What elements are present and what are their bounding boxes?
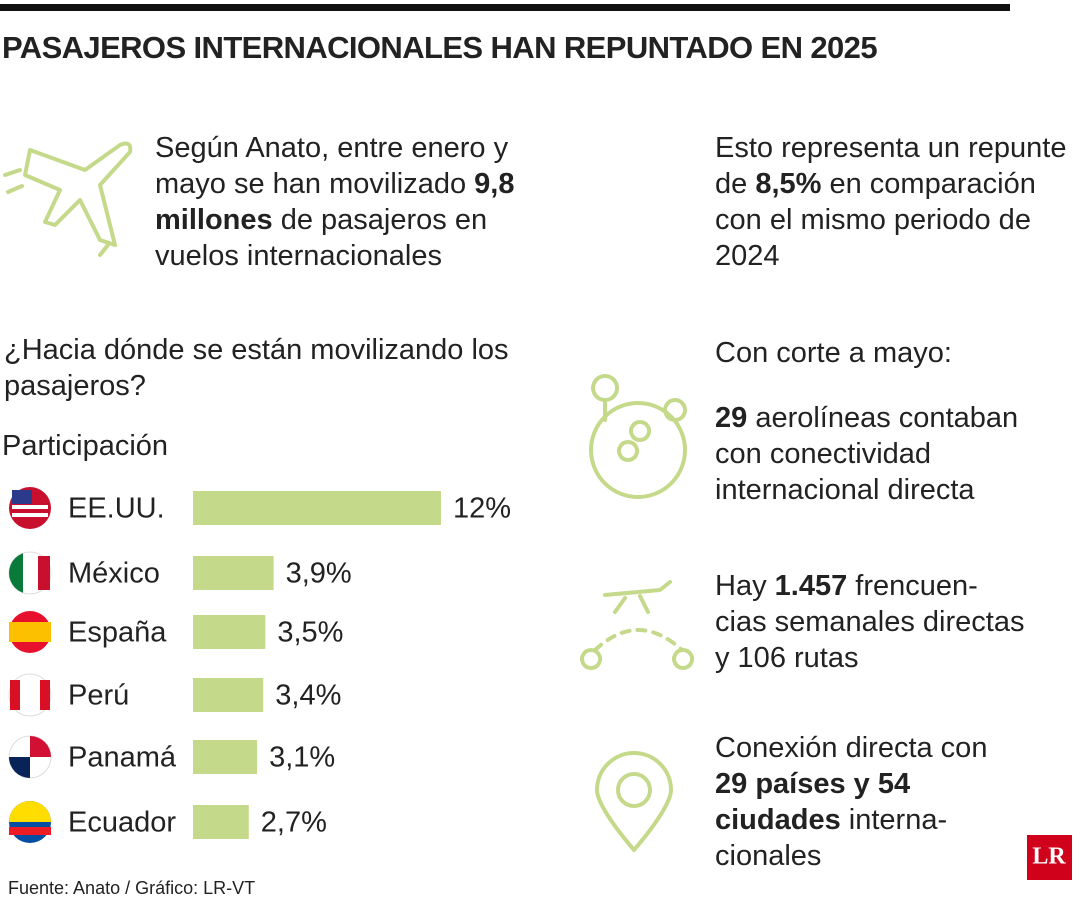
category-label: Perú bbox=[68, 680, 129, 712]
bar bbox=[193, 805, 249, 839]
stat: Hay 1.457 frencuen-cias semanales direct… bbox=[715, 568, 1025, 676]
value-label: 12% bbox=[453, 493, 511, 525]
title: PASAJEROS INTERNACIONALES HAN REPUNTADO … bbox=[2, 30, 878, 65]
question: ¿Hacia dónde se están movilizando los pa… bbox=[4, 334, 509, 402]
highlight: 29 bbox=[715, 402, 748, 434]
logo-box bbox=[1027, 835, 1072, 880]
source: Fuente: Anato / Gráfico: LR-VT bbox=[8, 878, 256, 898]
category-label: EE.UU. bbox=[68, 493, 165, 525]
value-label: 3,5% bbox=[277, 617, 343, 649]
top-rule bbox=[0, 4, 1010, 11]
text: en comparación con el mismo periodo de 2… bbox=[715, 168, 1036, 272]
plane-icon bbox=[3, 141, 133, 257]
text: Según Anato, entre enero y mayo se han m… bbox=[155, 132, 509, 200]
growth: Esto representa un repunte de 8,5% en co… bbox=[715, 130, 1075, 274]
highlight: 8,5% bbox=[755, 168, 822, 200]
category-label: España bbox=[68, 617, 167, 649]
globe-icon bbox=[589, 374, 688, 499]
cutoff: Con corte a mayo: bbox=[715, 337, 952, 369]
stat: Conexión directa con 29 países y 54 ciud… bbox=[715, 730, 1005, 874]
value-label: 3,9% bbox=[286, 558, 352, 590]
text: de pasajeros en vuelos internacionales bbox=[155, 204, 488, 272]
chart-subtitle: Participación bbox=[2, 430, 169, 462]
text: frencuen-cias semanales directas y 106 r… bbox=[715, 570, 1025, 674]
value-label: 3,1% bbox=[269, 742, 335, 774]
category-label: Panamá bbox=[68, 742, 177, 774]
text: interna-cionales bbox=[715, 804, 948, 872]
logo: LR bbox=[1032, 844, 1066, 870]
category-label: Ecuador bbox=[68, 807, 176, 839]
value-label: 2,7% bbox=[261, 807, 327, 839]
bar bbox=[193, 740, 258, 774]
bar bbox=[193, 678, 264, 712]
text: Hay bbox=[715, 570, 775, 602]
category-label: México bbox=[68, 558, 160, 590]
highlight: 9,8 millones bbox=[155, 168, 515, 236]
route-icon bbox=[580, 580, 695, 670]
highlight: 29 países y 54 ciudades bbox=[715, 768, 911, 836]
value-label: 3,4% bbox=[275, 680, 341, 712]
text: aerolíneas contaban con conectividad int… bbox=[715, 402, 1019, 506]
text: Conexión directa con bbox=[715, 732, 988, 764]
bar bbox=[193, 615, 266, 649]
intro: Según Anato, entre enero y mayo se han m… bbox=[155, 130, 540, 274]
text: Esto representa un repunte de bbox=[715, 132, 1067, 200]
stat: 29 aerolíneas contaban con conectividad … bbox=[715, 400, 1060, 508]
bar bbox=[193, 556, 274, 590]
pin-icon bbox=[595, 751, 673, 852]
flags bbox=[8, 487, 52, 843]
highlight: 1.457 bbox=[774, 570, 848, 602]
bar bbox=[193, 491, 441, 525]
